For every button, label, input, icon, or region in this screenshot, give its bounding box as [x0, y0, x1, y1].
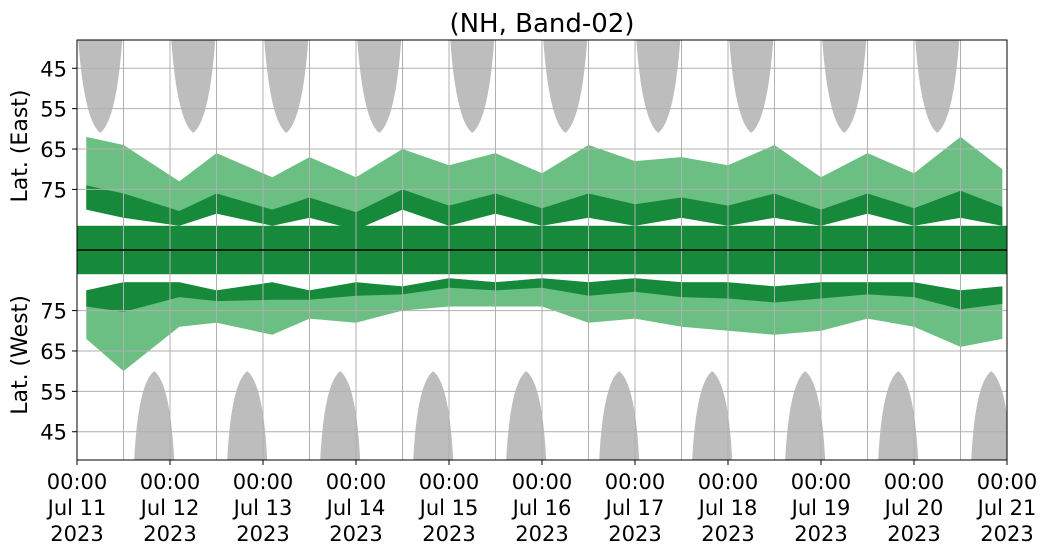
x-tick-label-line: Jul 16	[511, 496, 572, 520]
y-tick-label-east: 75	[40, 178, 67, 202]
x-tick-label-line: Jul 14	[325, 496, 386, 520]
x-tick-label-line: Jul 15	[418, 496, 479, 520]
y-tick-label-west: 55	[40, 380, 67, 404]
x-tick-label-line: 00:00	[47, 470, 108, 494]
x-tick-label-line: Jul 20	[883, 496, 944, 520]
x-tick-label: 00:00 Jul 11 2023	[46, 470, 108, 546]
x-tick-label: 00:00 Jul 18 2023	[697, 470, 759, 546]
x-tick-label-line: 2023	[701, 522, 754, 546]
x-tick-label: 00:00 Jul 20 2023	[883, 470, 945, 546]
x-tick-label: 00:00 Jul 15 2023	[418, 470, 480, 546]
x-tick-label-line: 00:00	[140, 470, 201, 494]
nodata-west	[599, 371, 640, 460]
x-tick-label-line: Jul 17	[604, 496, 665, 520]
nodata-east	[729, 40, 774, 133]
x-tick-label-line: 00:00	[233, 470, 294, 494]
x-tick-label: 00:00 Jul 14 2023	[325, 470, 387, 546]
x-tick-label-line: Jul 13	[232, 496, 293, 520]
x-tick-label-line: 00:00	[419, 470, 480, 494]
x-tick-label-line: 2023	[887, 522, 940, 546]
x-tick-label: 00:00 Jul 12 2023	[139, 470, 201, 546]
x-tick-label: 00:00 Jul 16 2023	[511, 470, 573, 546]
nodata-west	[413, 371, 454, 460]
x-tick-label-line: Jul 18	[697, 496, 758, 520]
x-tick-label-line: 00:00	[884, 470, 945, 494]
y-tick-label-east: 65	[40, 138, 67, 162]
x-tick-label-line: 00:00	[512, 470, 573, 494]
nodata-west	[506, 371, 547, 460]
x-tick-label-line: 2023	[143, 522, 196, 546]
nodata-east	[543, 40, 588, 133]
y-tick-label-west: 75	[40, 300, 67, 324]
activity-west-dense	[86, 278, 1003, 312]
nodata-layer	[78, 40, 1007, 460]
x-tick-label-line: Jul 12	[139, 496, 200, 520]
nodata-west	[692, 371, 733, 460]
nodata-west	[320, 371, 361, 460]
x-tick-label-line: 00:00	[326, 470, 387, 494]
nodata-east	[78, 40, 123, 133]
x-tick-label-line: 00:00	[698, 470, 759, 494]
y-tick-label-east: 45	[40, 57, 67, 81]
x-tick-label-line: 2023	[50, 522, 103, 546]
x-tick-label: 00:00 Jul 21 2023	[976, 470, 1038, 546]
x-tick-label-line: 00:00	[977, 470, 1038, 494]
x-tick-label-line: 2023	[236, 522, 289, 546]
y-tick-label-west: 65	[40, 340, 67, 364]
nodata-east	[822, 40, 867, 133]
x-tick-label: 00:00 Jul 19 2023	[790, 470, 852, 546]
nodata-west	[227, 371, 268, 460]
chart-title: (NH, Band-02)	[449, 9, 634, 39]
nodata-west	[878, 371, 919, 460]
y-tick-label-east: 55	[40, 98, 67, 122]
y-tick-label-west: 45	[40, 421, 67, 445]
nodata-east	[915, 40, 960, 133]
x-tick-label-line: 2023	[422, 522, 475, 546]
x-tick-label-line: Jul 11	[46, 496, 107, 520]
nodata-east	[357, 40, 402, 133]
x-tick-label-line: 2023	[515, 522, 568, 546]
nodata-east	[450, 40, 495, 133]
y-axis: 45 55 65 75 75 65 55 45	[40, 57, 77, 445]
nodata-west	[785, 371, 826, 460]
x-tick-label-line: 2023	[608, 522, 661, 546]
y-label-west: Lat. (West)	[8, 295, 33, 415]
nodata-east	[264, 40, 309, 133]
x-tick-label-line: Jul 21	[976, 496, 1037, 520]
x-tick-label: 00:00 Jul 13 2023	[232, 470, 294, 546]
x-tick-label-line: Jul 19	[790, 496, 851, 520]
x-tick-label-line: 00:00	[791, 470, 852, 494]
activity-east-dense	[86, 185, 1003, 230]
y-label-east: Lat. (East)	[8, 90, 33, 203]
nodata-east	[171, 40, 216, 133]
x-tick-label-line: 2023	[980, 522, 1033, 546]
nodata-west	[134, 371, 175, 460]
nodata-west	[971, 371, 1007, 460]
x-tick-label-line: 00:00	[605, 470, 666, 494]
x-tick-label: 00:00 Jul 17 2023	[604, 470, 666, 546]
nodata-east	[636, 40, 681, 133]
x-tick-label-line: 2023	[794, 522, 847, 546]
x-tick-label-line: 2023	[329, 522, 382, 546]
